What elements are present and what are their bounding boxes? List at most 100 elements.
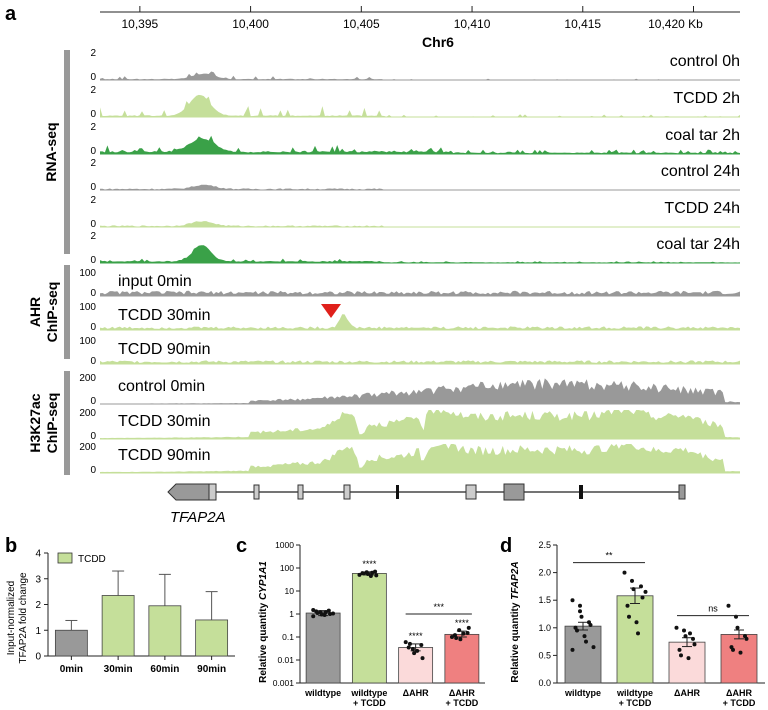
c-y-tick-label: 1000 (275, 540, 294, 550)
c-y-tick-label: 0.01 (277, 655, 294, 665)
group-rna-seq: RNA-seq (43, 50, 70, 254)
track-signal-area (100, 135, 740, 154)
b-bar (195, 619, 229, 657)
b-y-tick-label: 3 (35, 574, 41, 585)
track-ymin-label: 0 (90, 182, 96, 193)
d-x-tick-label: wildtype (616, 688, 653, 698)
d-data-point (688, 631, 692, 636)
c-data-point (373, 569, 378, 574)
panel-c-letter: c (236, 535, 247, 557)
b-y-tick-label: 2 (35, 600, 41, 611)
d-data-point (682, 628, 686, 633)
c-data-point (465, 630, 470, 635)
track-signal-area (100, 245, 740, 263)
c-data-point (370, 570, 375, 575)
d-bar (668, 641, 706, 684)
d-data-point (575, 628, 579, 633)
c-data-point (319, 612, 324, 617)
chart-panel-b: Input-normalized TFAP2A fold change TCDD… (6, 549, 235, 675)
c-bar (351, 573, 387, 684)
d-data-point (726, 603, 731, 608)
d-data-point (731, 647, 735, 652)
d-x-tick-label: + TCDD (619, 698, 652, 708)
track-2: 2 0 TCDD 2h (90, 85, 740, 120)
axis-tick-label: 10,395 (122, 17, 159, 31)
c-data-point (311, 614, 316, 619)
c-data-point (449, 635, 454, 639)
track-12: 200 0 TCDD 90min (79, 442, 740, 476)
group-h3k27ac-chip: H3K27ac ChIP-seq (27, 371, 70, 475)
c-data-point (410, 647, 415, 652)
d-data-point (570, 598, 575, 603)
track-ymax-label: 2 (90, 122, 96, 133)
c-ylabel: Relative quantity CYP1A1 (258, 561, 269, 683)
d-bar (616, 595, 654, 684)
track-7: 100 0 input 0min (79, 268, 740, 299)
gene-name: TFAP2A (170, 509, 226, 526)
track-label: control 0h (670, 53, 740, 70)
track-4: 2 0 control 24h (90, 158, 740, 193)
track-1: 2 0 control 0h (90, 48, 740, 83)
c-x-tick-label: wildtype (304, 688, 341, 698)
d-data-point (738, 650, 743, 655)
axis-tick-label: 10,410 (454, 17, 491, 31)
axis-tick-label: 10,415 (564, 17, 601, 31)
b-x-tick-label: 30min (104, 664, 133, 675)
track-ymin-label: 0 (90, 288, 96, 299)
c-bracket-label: *** (433, 602, 444, 612)
track-9: 100 0 TCDD 90min (79, 336, 740, 367)
d-x-tick-label: wildtype (564, 688, 601, 698)
d-x-tick-label: + TCDD (723, 698, 756, 708)
c-data-point (412, 651, 417, 656)
c-y-tick-label: 0.1 (282, 632, 294, 642)
d-data-point (631, 587, 636, 592)
d-bracket-label: ** (605, 551, 613, 561)
c-data-point (403, 640, 408, 645)
c-y-tick-label: 10 (285, 586, 295, 596)
chart-panel-c: Relative quantity CYP1A1 0.001 0.01 0.1 1 10… (258, 540, 485, 708)
track-label: control 24h (661, 163, 740, 180)
d-data-point (588, 623, 593, 628)
track-label: coal tar 2h (665, 127, 740, 144)
b-ylabel-line2: TFAP2A fold change (18, 572, 29, 664)
c-y-tick-label: 1 (289, 609, 294, 619)
b-x-tick-label: 90min (197, 664, 226, 675)
d-data-point (674, 625, 679, 630)
c-ylabel-gene: CYP1A1 (258, 561, 269, 600)
c-x-tick-label: ΔAHR (403, 688, 429, 698)
c-x-tick-label: + TCDD (353, 698, 386, 708)
track-10: 200 0 control 0min (79, 373, 740, 407)
track-label: control 0min (118, 378, 205, 395)
c-ylabel-prefix: Relative quantity (258, 602, 269, 682)
track-label: coal tar 24h (656, 236, 740, 253)
d-data-point (630, 578, 634, 583)
c-data-point (461, 631, 466, 636)
axis-tick-label: 10,420 Kb (648, 17, 703, 31)
d-data-point (643, 589, 648, 594)
track-ymax-label: 2 (90, 48, 96, 59)
d-data-point (634, 620, 639, 625)
c-data-point (454, 636, 459, 641)
c-data-point (365, 571, 370, 576)
track-signal-area (100, 378, 740, 404)
axis-tick-label: 10,405 (343, 17, 380, 31)
d-data-point (692, 642, 697, 647)
d-data-point (691, 636, 695, 641)
group-label-h3k27ac-line1: H3K27ac (27, 393, 43, 452)
c-data-point (361, 571, 366, 576)
track-ymin-label: 0 (90, 322, 96, 333)
b-y-tick-label: 0 (35, 652, 41, 663)
track-label: TCDD 90min (118, 447, 210, 464)
d-data-point (636, 631, 640, 636)
d-y-tick-label: 2.0 (538, 568, 551, 578)
d-bar (720, 634, 758, 684)
b-bar (54, 629, 88, 657)
c-data-point (315, 611, 320, 616)
track-label: input 0min (118, 273, 192, 290)
track-ymin-label: 0 (90, 219, 96, 230)
c-significance-label: **** (409, 631, 424, 641)
track-ymin-label: 0 (90, 465, 96, 476)
b-legend-swatch (57, 552, 73, 564)
d-y-tick-label: 0.5 (538, 650, 551, 660)
